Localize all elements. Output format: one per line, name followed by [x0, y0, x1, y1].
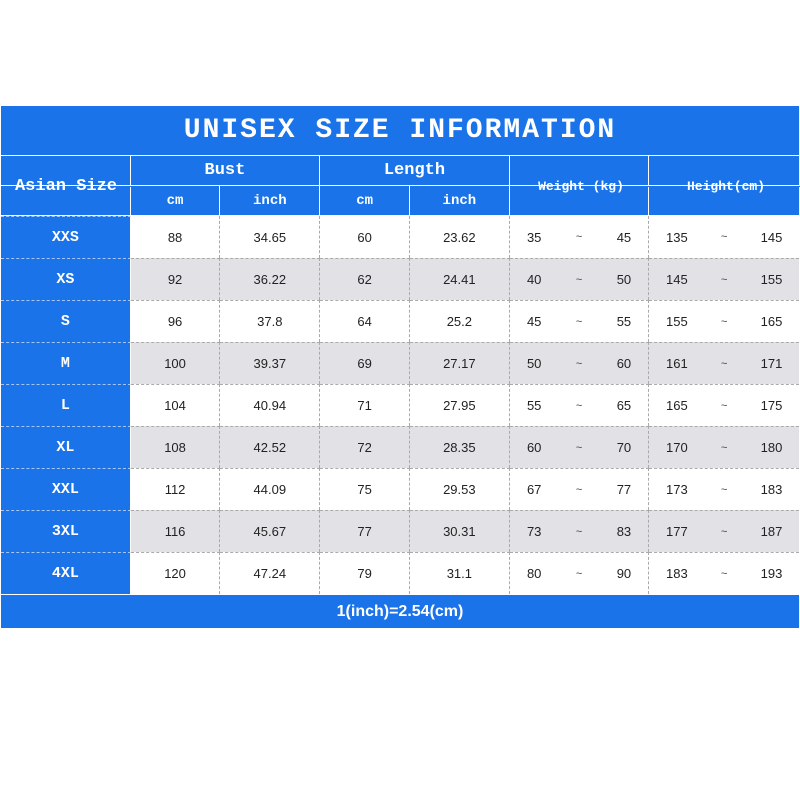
- table-row: XL10842.527228.3560~70170~180: [1, 426, 799, 468]
- chart-footer: 1(inch)=2.54(cm): [1, 594, 799, 628]
- table-row: L10440.947127.9555~65165~175: [1, 384, 799, 426]
- header-length-cm: cm: [320, 186, 410, 215]
- height-range: 183~193: [649, 552, 799, 594]
- table-row: S9637.86425.245~55155~165: [1, 300, 799, 342]
- size-chart: UNISEX SIZE INFORMATIONBustLengthcminchc…: [0, 105, 800, 629]
- length-cm: 72: [320, 426, 410, 468]
- height-range: 135~145: [649, 216, 799, 258]
- size-label: XS: [1, 258, 131, 300]
- table-row: XS9236.226224.4140~50145~155: [1, 258, 799, 300]
- weight-range: 45~55: [510, 300, 650, 342]
- table-row: XXL11244.097529.5367~77173~183: [1, 468, 799, 510]
- bust-inch: 42.52: [220, 426, 320, 468]
- length-inch: 25.2: [410, 300, 510, 342]
- length-inch: 24.41: [410, 258, 510, 300]
- header-length-inch: inch: [410, 186, 510, 215]
- header-weight-merged: Weight (kg): [511, 156, 651, 216]
- bust-cm: 100: [131, 342, 221, 384]
- height-range: 155~165: [649, 300, 799, 342]
- height-range: 165~175: [649, 384, 799, 426]
- bust-inch: 36.22: [220, 258, 320, 300]
- size-label: L: [1, 384, 131, 426]
- length-inch: 23.62: [410, 216, 510, 258]
- bust-cm: 120: [131, 552, 221, 594]
- weight-range: 67~77: [510, 468, 650, 510]
- length-inch: 31.1: [410, 552, 510, 594]
- length-cm: 75: [320, 468, 410, 510]
- length-cm: 77: [320, 510, 410, 552]
- length-inch: 29.53: [410, 468, 510, 510]
- length-inch: 27.17: [410, 342, 510, 384]
- bust-cm: 108: [131, 426, 221, 468]
- header-bust-cm: cm: [131, 186, 221, 215]
- bust-cm: 88: [131, 216, 221, 258]
- table-row: M10039.376927.1750~60161~171: [1, 342, 799, 384]
- weight-range: 50~60: [510, 342, 650, 384]
- table-row: 4XL12047.247931.180~90183~193: [1, 552, 799, 594]
- bust-inch: 47.24: [220, 552, 320, 594]
- size-label: XXS: [1, 216, 131, 258]
- size-label: M: [1, 342, 131, 384]
- size-label: 4XL: [1, 552, 131, 594]
- weight-range: 73~83: [510, 510, 650, 552]
- header-size-merged: Asian Size: [1, 156, 131, 216]
- weight-range: 60~70: [510, 426, 650, 468]
- bust-cm: 96: [131, 300, 221, 342]
- height-range: 161~171: [649, 342, 799, 384]
- weight-range: 35~45: [510, 216, 650, 258]
- bust-inch: 44.09: [220, 468, 320, 510]
- chart-title: UNISEX SIZE INFORMATION: [1, 106, 799, 156]
- height-range: 177~187: [649, 510, 799, 552]
- header-bust: Bust: [131, 156, 321, 185]
- length-cm: 60: [320, 216, 410, 258]
- bust-inch: 45.67: [220, 510, 320, 552]
- length-cm: 69: [320, 342, 410, 384]
- bust-inch: 34.65: [220, 216, 320, 258]
- bust-cm: 92: [131, 258, 221, 300]
- bust-inch: 39.37: [220, 342, 320, 384]
- length-cm: 79: [320, 552, 410, 594]
- bust-inch: 40.94: [220, 384, 320, 426]
- bust-cm: 104: [131, 384, 221, 426]
- header-height-merged: Height(cm): [651, 156, 800, 216]
- weight-range: 55~65: [510, 384, 650, 426]
- bust-cm: 112: [131, 468, 221, 510]
- height-range: 145~155: [649, 258, 799, 300]
- weight-range: 40~50: [510, 258, 650, 300]
- size-label: S: [1, 300, 131, 342]
- length-inch: 27.95: [410, 384, 510, 426]
- length-inch: 30.31: [410, 510, 510, 552]
- table-row: XXS8834.656023.6235~45135~145: [1, 216, 799, 258]
- bust-inch: 37.8: [220, 300, 320, 342]
- size-label: XL: [1, 426, 131, 468]
- size-label: 3XL: [1, 510, 131, 552]
- length-cm: 62: [320, 258, 410, 300]
- height-range: 173~183: [649, 468, 799, 510]
- height-range: 170~180: [649, 426, 799, 468]
- header-length: Length: [320, 156, 510, 185]
- weight-range: 80~90: [510, 552, 650, 594]
- bust-cm: 116: [131, 510, 221, 552]
- size-label: XXL: [1, 468, 131, 510]
- length-cm: 71: [320, 384, 410, 426]
- table-row: 3XL11645.677730.3173~83177~187: [1, 510, 799, 552]
- length-inch: 28.35: [410, 426, 510, 468]
- length-cm: 64: [320, 300, 410, 342]
- header-bust-inch: inch: [220, 186, 320, 215]
